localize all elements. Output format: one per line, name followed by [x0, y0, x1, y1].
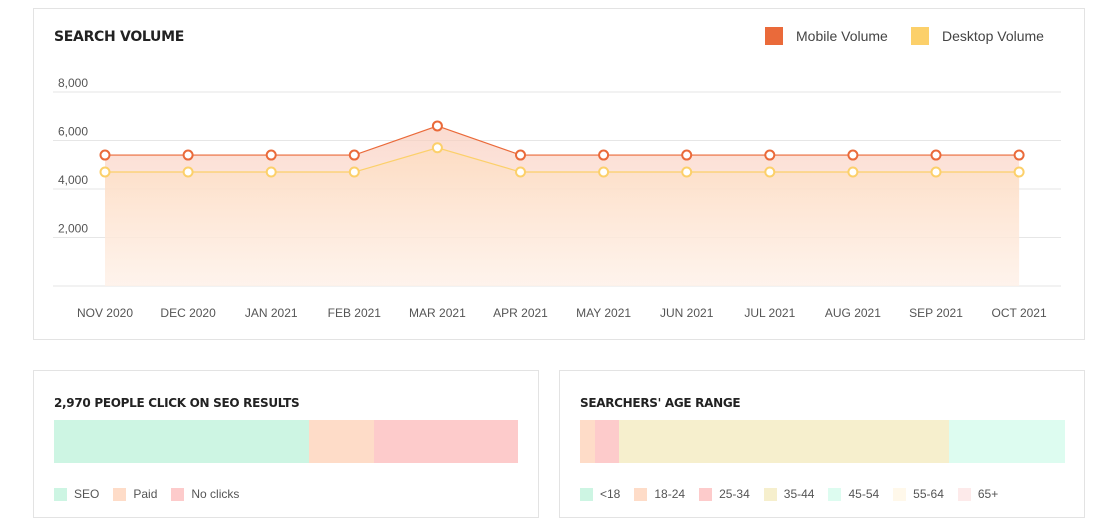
legend-item[interactable]: SEO [54, 487, 99, 501]
data-point[interactable] [515, 149, 526, 161]
legend-label: 65+ [977, 487, 999, 501]
seo-clicks-bar [54, 420, 518, 463]
data-point[interactable] [265, 166, 277, 178]
data-point[interactable] [348, 149, 360, 161]
search-volume-chart: 2,000 4,000 6,000 8,000 NOV 2020 DEC 2020 JAN … [53, 76, 1061, 320]
legend-swatch [763, 487, 777, 501]
line-desktop [105, 147, 1020, 173]
bar-segment[interactable] [54, 420, 310, 463]
age-range-legend: <18 18-24 25-34 35-44 45-54 55-64 65+ [580, 487, 1012, 501]
legend-swatch [893, 487, 907, 501]
legend-label: 18-24 [654, 487, 686, 501]
legend-swatch [911, 27, 929, 45]
legend-label: SEO [74, 487, 100, 501]
legend-mobile[interactable]: Mobile Volume [765, 27, 888, 45]
y-tick-label: 6,000 [58, 125, 88, 139]
legend-swatch [634, 487, 648, 501]
age-range-bar [580, 420, 1065, 463]
data-point[interactable] [99, 149, 111, 161]
legend-item[interactable]: <18 [580, 487, 620, 501]
x-tick-label: JAN 2021 [245, 306, 298, 320]
legend-item[interactable]: 35-44 [763, 487, 815, 501]
seo-clicks-card: 2,970 PEOPLE CLICK ON SEO RESULTS SEO Pai… [33, 370, 539, 518]
legend-swatch [699, 487, 713, 501]
legend-swatch [171, 487, 185, 501]
data-point[interactable] [847, 149, 859, 161]
data-point[interactable] [681, 166, 693, 178]
x-tick-label: APR 2021 [493, 306, 548, 320]
y-tick-label: 8,000 [58, 76, 88, 90]
legend-desktop[interactable]: Desktop Volume [911, 27, 1044, 45]
x-tick-label: MAY 2021 [576, 306, 631, 320]
data-point[interactable] [99, 166, 111, 178]
legend-swatch [113, 487, 127, 501]
legend-label: <18 [600, 487, 621, 501]
legend-label: Desktop Volume [942, 28, 1044, 44]
x-tick-label: MAR 2021 [409, 306, 466, 320]
y-tick-label: 4,000 [58, 173, 88, 187]
legend-item[interactable]: 18-24 [634, 487, 685, 501]
bar-segment[interactable] [309, 420, 375, 463]
x-tick-label: JUN 2021 [660, 306, 714, 320]
legend-swatch [54, 487, 67, 501]
legend-swatch [828, 487, 842, 501]
legend-label: 25-34 [719, 487, 750, 501]
legend-swatch [957, 487, 971, 501]
bar-segment[interactable] [580, 420, 595, 463]
x-tick-label: DEC 2020 [160, 306, 216, 320]
legend-item[interactable]: 25-34 [699, 487, 750, 501]
data-point[interactable] [431, 120, 443, 132]
legend-item[interactable]: 45-54 [828, 487, 879, 501]
data-point[interactable] [764, 149, 776, 161]
data-point[interactable] [265, 149, 277, 161]
data-point[interactable] [847, 166, 859, 178]
x-tick-label: SEP 2021 [909, 306, 963, 320]
legend-label: 35-44 [783, 487, 815, 501]
legend-item[interactable]: Paid [113, 487, 157, 501]
area-desktop [105, 147, 1020, 286]
data-point[interactable] [930, 149, 942, 161]
data-point[interactable] [1013, 149, 1025, 161]
bar-segment[interactable] [594, 420, 619, 463]
legend-swatch [580, 487, 593, 501]
data-point[interactable] [431, 142, 443, 154]
data-point[interactable] [930, 166, 942, 178]
data-point[interactable] [764, 166, 776, 178]
x-tick-label: NOV 2020 [77, 306, 133, 320]
legend-label: 55-64 [913, 487, 944, 501]
seo-clicks-title: 2,970 PEOPLE CLICK ON SEO RESULTS [54, 396, 300, 410]
legend-label: No clicks [191, 487, 240, 501]
data-point[interactable] [681, 149, 693, 161]
y-tick-label: 2,000 [58, 222, 88, 236]
line-mobile [105, 125, 1020, 156]
data-point[interactable] [515, 166, 526, 178]
bar-segment[interactable] [374, 420, 518, 463]
data-point[interactable] [598, 166, 610, 178]
data-point[interactable] [1013, 166, 1025, 178]
data-point[interactable] [182, 149, 194, 161]
x-tick-label: OCT 2021 [992, 306, 1047, 320]
legend-item[interactable]: 65+ [957, 487, 999, 501]
x-tick-label: FEB 2021 [328, 306, 382, 320]
legend-label: 45-54 [848, 487, 880, 501]
data-point[interactable] [182, 166, 194, 178]
legend-item[interactable]: No clicks [171, 487, 239, 501]
seo-clicks-legend: SEO Paid No clicks [54, 487, 253, 501]
age-range-title: SEARCHERS' AGE RANGE [580, 396, 741, 410]
data-point[interactable] [348, 166, 360, 178]
legend-label: Paid [133, 487, 158, 501]
bar-segment[interactable] [618, 420, 949, 463]
legend-label: Mobile Volume [796, 28, 888, 44]
age-range-card: SEARCHERS' AGE RANGE <18 18-24 25-34 35-44 4… [559, 370, 1085, 518]
data-point[interactable] [598, 149, 610, 161]
legend-item[interactable]: 55-64 [893, 487, 944, 501]
chart-title: SEARCH VOLUME [54, 29, 185, 45]
legend-swatch [765, 27, 783, 45]
x-tick-label: AUG 2021 [825, 306, 881, 320]
bar-segment[interactable] [948, 420, 1065, 463]
x-tick-label: JUL 2021 [744, 306, 795, 320]
